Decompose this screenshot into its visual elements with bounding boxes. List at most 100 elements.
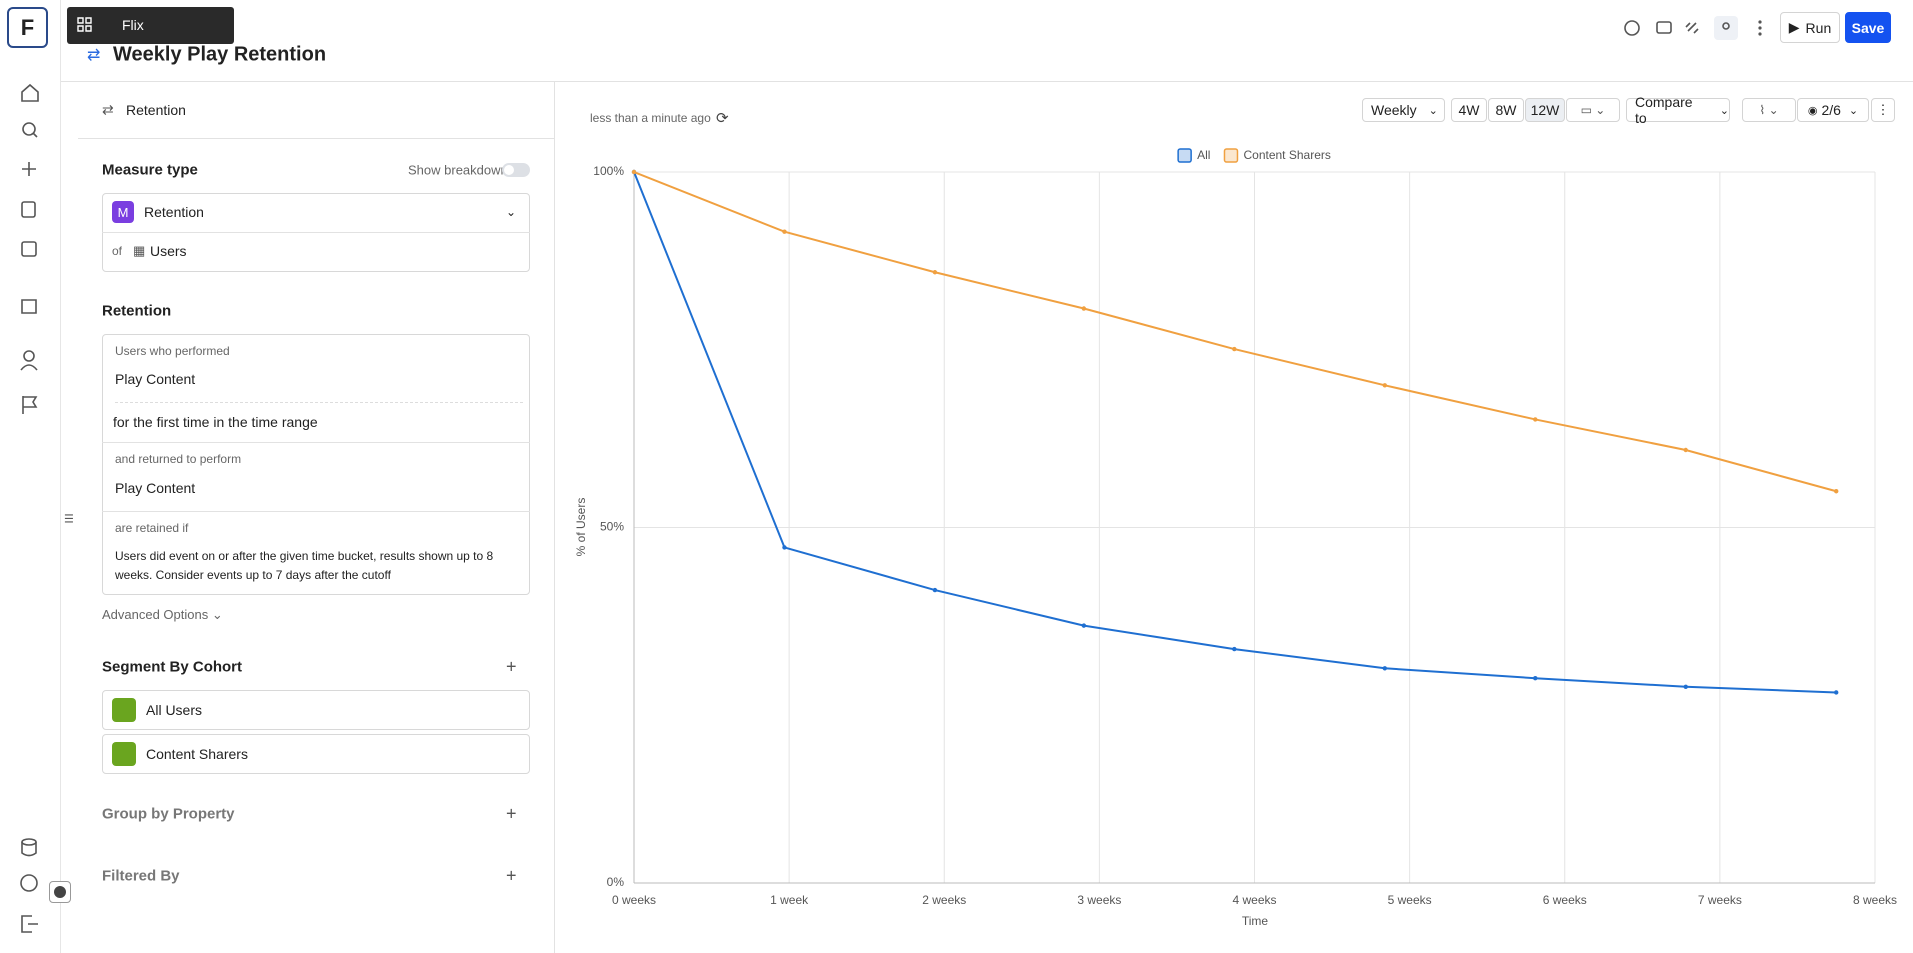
measure-badge: M xyxy=(112,201,134,223)
entity-value[interactable]: Users xyxy=(150,243,187,259)
refresh-button[interactable]: ⟳ xyxy=(716,110,729,127)
edit-icon[interactable] xyxy=(21,201,36,218)
box-divider xyxy=(102,442,530,443)
data-point xyxy=(1683,684,1688,689)
legend-label: All xyxy=(1197,148,1210,162)
interval-value: Weekly xyxy=(1371,102,1417,118)
cohort-row[interactable] xyxy=(102,734,530,774)
chart-type-select[interactable]: ⌇ ⌄ xyxy=(1742,98,1796,122)
data-point xyxy=(782,545,787,550)
retention-box xyxy=(102,334,530,595)
tab-label[interactable]: Retention xyxy=(126,102,186,118)
range-button[interactable]: 4W xyxy=(1451,98,1487,122)
y-tick-label: 100% xyxy=(593,164,624,178)
measure-divider xyxy=(102,232,530,233)
data-icon[interactable] xyxy=(21,838,37,846)
range-button[interactable]: 12W xyxy=(1525,98,1565,122)
report-icon[interactable] xyxy=(21,241,37,257)
interval-select[interactable]: Weekly ⌄ xyxy=(1362,98,1445,122)
measure-value[interactable]: Retention xyxy=(144,204,204,220)
flag-icon[interactable] xyxy=(22,396,38,414)
advanced-options[interactable]: Advanced Options ⌄ xyxy=(102,607,223,622)
dashed-divider xyxy=(115,402,523,403)
dropdown-caret[interactable]: ⌄ xyxy=(506,205,517,219)
retained-description[interactable]: Users did event on or after the given ti… xyxy=(115,549,494,582)
logo[interactable]: F xyxy=(7,7,48,48)
compare-select[interactable]: Compare to ⌄ xyxy=(1626,94,1730,126)
cohort-name[interactable]: Content Sharers xyxy=(146,746,248,762)
x-tick-label: 3 weeks xyxy=(1077,893,1121,907)
help-icon[interactable] xyxy=(20,874,38,892)
x-tick-label: 7 weeks xyxy=(1698,893,1742,907)
data-point xyxy=(1382,383,1388,388)
range-button[interactable]: 8W xyxy=(1488,98,1524,122)
cohort-row[interactable] xyxy=(102,690,530,730)
home-icon[interactable] xyxy=(21,83,39,102)
first-time-option[interactable]: for the first time in the time range xyxy=(113,414,318,430)
outline-toggle[interactable]: ☰ xyxy=(64,513,74,526)
data-point xyxy=(1081,623,1087,628)
table-icon: ▦ xyxy=(133,243,146,258)
comment-button[interactable] xyxy=(1656,21,1672,34)
of-label: of xyxy=(112,244,123,258)
add-segment[interactable]: + xyxy=(506,656,517,677)
help-button[interactable] xyxy=(1624,20,1640,36)
data-point xyxy=(1081,306,1087,311)
cohort-icon xyxy=(112,742,136,766)
box-divider xyxy=(102,511,530,512)
data-point xyxy=(1232,646,1237,652)
share-button[interactable] xyxy=(1714,16,1738,40)
return-caption: and returned to perform xyxy=(115,452,242,466)
breakdown-toggle[interactable] xyxy=(502,163,530,177)
workspace-name[interactable]: Flix xyxy=(122,17,144,33)
user-icon[interactable] xyxy=(23,350,35,362)
header-divider xyxy=(61,81,1913,82)
add-group[interactable]: + xyxy=(506,803,517,824)
swap-icon[interactable]: ⇄ xyxy=(87,47,101,64)
add-filter[interactable]: + xyxy=(506,865,517,886)
data-point xyxy=(1683,447,1688,453)
return-event[interactable]: Play Content xyxy=(115,480,196,496)
retention-chart: % of Users Time 0% 50% 100% 0 weeks 1 week 2 … xyxy=(574,148,1897,928)
start-event[interactable]: Play Content xyxy=(115,371,196,387)
data-point xyxy=(782,229,787,234)
x-tick-label: 2 weeks xyxy=(922,893,966,907)
add-icon[interactable] xyxy=(22,162,36,176)
data-point xyxy=(1834,489,1839,494)
folder-icon[interactable] xyxy=(21,299,37,314)
more-button[interactable]: ⋮ xyxy=(1871,98,1895,122)
x-tick-label: 0 weeks xyxy=(612,893,656,907)
tab-icon: ⇄ xyxy=(102,101,114,118)
visibility-select[interactable]: ◉ 2/6 ⌄ xyxy=(1797,98,1869,122)
page-title[interactable]: Weekly Play Retention xyxy=(113,43,327,66)
run-label: Run xyxy=(1805,19,1832,36)
y-axis-label: % of Users xyxy=(574,498,588,557)
logout-icon[interactable] xyxy=(21,915,38,933)
date-picker[interactable]: ▭ ⌄ xyxy=(1566,98,1620,122)
updated-text: less than a minute ago xyxy=(590,111,711,125)
y-tick-label: 50% xyxy=(600,520,624,534)
cohort-name[interactable]: All Users xyxy=(146,702,203,718)
show-breakdown-label: Show breakdown xyxy=(408,162,508,178)
save-button[interactable]: Save xyxy=(1845,12,1891,43)
collapse-button[interactable] xyxy=(49,881,71,903)
legend-swatch xyxy=(1177,148,1192,163)
y-tick-label: 0% xyxy=(607,875,625,889)
data-point xyxy=(932,587,938,593)
retention-heading: Retention xyxy=(102,302,172,320)
cohort-icon xyxy=(112,698,136,722)
header-icons xyxy=(1624,16,1762,40)
segment-heading: Segment By Cohort xyxy=(102,658,243,676)
query-panel xyxy=(78,82,555,953)
search-icon[interactable] xyxy=(22,122,36,136)
advanced-label: Advanced Options xyxy=(102,607,209,622)
series-line xyxy=(633,171,1837,493)
run-button[interactable]: ▶ Run xyxy=(1780,12,1840,43)
x-tick-label: 6 weeks xyxy=(1543,893,1587,907)
legend-label: Content Sharers xyxy=(1243,148,1330,162)
link-button[interactable] xyxy=(1685,22,1699,34)
data-point xyxy=(1834,690,1839,695)
legend-swatch xyxy=(1223,148,1239,163)
icon-rail xyxy=(0,0,61,953)
series-line xyxy=(633,171,1837,694)
